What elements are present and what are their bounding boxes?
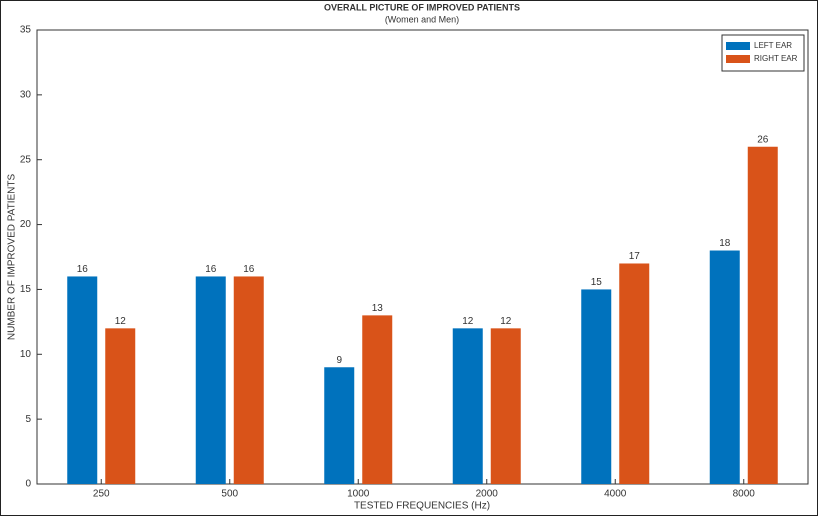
bar — [490, 328, 521, 484]
y-tick-label: 25 — [20, 154, 32, 165]
data-label: 12 — [500, 316, 512, 327]
x-tick-label: 500 — [221, 489, 238, 500]
chart-subtitle: (Women and Men) — [385, 14, 459, 24]
x-tick-label: 250 — [93, 489, 110, 500]
data-label: 16 — [77, 264, 89, 275]
bar — [105, 328, 136, 484]
bar — [581, 289, 612, 484]
bar — [619, 263, 650, 484]
data-label: 26 — [757, 134, 769, 145]
y-axis-label: NUMBER OF IMPROVED PATIENTS — [7, 174, 18, 341]
data-label: 15 — [591, 277, 603, 288]
data-label: 12 — [115, 316, 127, 327]
y-tick-label: 10 — [20, 349, 32, 360]
bar — [67, 276, 98, 484]
bar — [233, 276, 264, 484]
data-label: 18 — [719, 238, 731, 249]
y-tick-label: 0 — [25, 479, 31, 490]
y-tick-label: 5 — [25, 414, 31, 425]
bar — [324, 367, 355, 484]
plot-area — [36, 29, 809, 485]
data-label: 13 — [372, 303, 384, 314]
bar — [747, 146, 778, 484]
data-label: 12 — [462, 316, 474, 327]
data-label: 9 — [336, 355, 342, 366]
x-axis-label: TESTED FREQUENCIES (Hz) — [354, 501, 490, 512]
y-tick-label: 35 — [20, 25, 32, 36]
data-label: 17 — [629, 251, 641, 262]
bar — [195, 276, 226, 484]
x-tick-label: 1000 — [347, 489, 370, 500]
y-tick-label: 30 — [20, 89, 32, 100]
y-tick-label: 20 — [20, 219, 32, 230]
legend-label: LEFT EAR — [754, 41, 792, 50]
legend-box — [721, 34, 805, 72]
y-tick-label: 15 — [20, 284, 32, 295]
x-tick-label: 8000 — [733, 489, 756, 500]
x-tick-label: 2000 — [476, 489, 499, 500]
data-label: 16 — [243, 264, 255, 275]
legend-label: RIGHT EAR — [754, 54, 798, 63]
data-label: 16 — [205, 264, 217, 275]
bar — [362, 315, 393, 484]
legend-swatch — [726, 55, 750, 63]
legend-swatch — [726, 42, 750, 50]
bar — [452, 328, 483, 484]
x-tick-label: 4000 — [604, 489, 627, 500]
bar — [709, 250, 740, 484]
chart-title: OVERALL PICTURE OF IMPROVED PATIENTS — [324, 2, 520, 12]
